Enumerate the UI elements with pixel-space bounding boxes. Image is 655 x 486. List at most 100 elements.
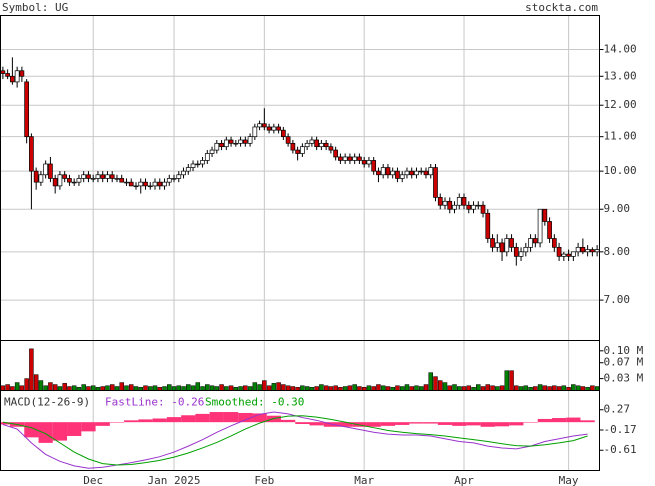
candle-body bbox=[204, 153, 210, 161]
candle-body bbox=[342, 156, 348, 161]
volume-bar bbox=[133, 386, 139, 391]
y-tick-label: -0.61 bbox=[604, 443, 637, 456]
candle-body bbox=[566, 253, 571, 257]
macd-histogram-bar bbox=[480, 422, 495, 427]
volume-bar bbox=[186, 384, 191, 391]
volume-bar bbox=[380, 385, 386, 391]
candle-body bbox=[456, 197, 462, 206]
volume-bar bbox=[171, 386, 177, 391]
candle-body bbox=[423, 170, 429, 176]
volume-bar bbox=[571, 384, 576, 391]
candle-body bbox=[285, 136, 291, 144]
macd-histogram-bar bbox=[452, 422, 467, 426]
candle-body bbox=[0, 70, 6, 74]
macd-histogram-bar bbox=[466, 422, 481, 426]
macd-histogram-bar bbox=[124, 420, 139, 423]
volume-bar bbox=[347, 385, 353, 391]
candle-body bbox=[266, 126, 272, 131]
volume-bar bbox=[209, 385, 215, 391]
volume-bar bbox=[181, 386, 186, 391]
macd-histogram-bar bbox=[537, 418, 552, 423]
y-tick-label: 11.00 bbox=[604, 130, 637, 143]
candle-body bbox=[309, 139, 315, 144]
volume-bar bbox=[176, 385, 182, 391]
candle-body bbox=[414, 170, 419, 176]
candle-body bbox=[471, 204, 476, 210]
candle-body bbox=[328, 146, 334, 151]
candle-body bbox=[238, 139, 243, 144]
volume-bar bbox=[266, 385, 272, 391]
y-tick-label: -0.17 bbox=[604, 423, 637, 436]
candle-body bbox=[452, 204, 457, 210]
candle-body bbox=[133, 185, 139, 188]
y-tick-label: 0.07 M bbox=[604, 356, 644, 369]
volume-bar bbox=[480, 386, 486, 391]
candle-body bbox=[100, 174, 106, 179]
candle-body bbox=[371, 160, 377, 172]
candle-body bbox=[119, 178, 125, 183]
candle-body bbox=[5, 73, 10, 77]
volume-bar bbox=[257, 384, 262, 391]
candle-body bbox=[561, 253, 567, 257]
candle-body bbox=[556, 246, 562, 257]
volume-bar bbox=[333, 385, 338, 391]
volume-bar bbox=[62, 383, 67, 391]
volume-bar bbox=[590, 385, 595, 391]
volume-bar bbox=[304, 386, 310, 391]
candle-body bbox=[390, 170, 396, 176]
candle-body bbox=[437, 197, 443, 206]
volume-bar bbox=[523, 385, 529, 391]
volume-bar bbox=[537, 384, 543, 391]
volume-bar bbox=[224, 386, 229, 391]
candle-body bbox=[43, 163, 49, 176]
volume-bar bbox=[219, 384, 224, 391]
candle-body bbox=[523, 246, 529, 253]
volume-bar bbox=[52, 384, 58, 391]
candle-body bbox=[380, 167, 386, 176]
macd-histogram-bar bbox=[380, 422, 396, 426]
candle-body bbox=[442, 200, 448, 206]
candle-body bbox=[128, 181, 134, 187]
volume-bar bbox=[399, 386, 405, 391]
candle-body bbox=[71, 181, 77, 184]
candle-body bbox=[466, 204, 472, 210]
candle-body bbox=[76, 178, 82, 183]
volume-bar bbox=[167, 384, 172, 391]
volume-bar bbox=[352, 384, 357, 391]
candle-body bbox=[485, 212, 491, 239]
macd-histogram-bar bbox=[38, 422, 53, 443]
volume-bar bbox=[238, 386, 243, 391]
legend-entry: Smoothed: -0.30 bbox=[205, 396, 304, 409]
volume-bar bbox=[247, 386, 253, 391]
volume-bar bbox=[0, 385, 6, 391]
volume-bar bbox=[433, 376, 438, 391]
candle-body bbox=[532, 238, 538, 244]
y-tick-label: 8.00 bbox=[604, 245, 631, 258]
volume-bar bbox=[466, 385, 472, 391]
macd-histogram-bar bbox=[409, 422, 424, 424]
volume-bar bbox=[552, 385, 557, 391]
macd-histogram-bar bbox=[138, 419, 153, 423]
volume-bar bbox=[200, 386, 205, 391]
macd-histogram-bar bbox=[238, 412, 253, 423]
candle-body bbox=[551, 238, 557, 248]
candle-body bbox=[571, 251, 576, 257]
volume-bar bbox=[290, 386, 296, 391]
candle-body bbox=[594, 249, 600, 253]
macd-histogram-bar bbox=[423, 422, 438, 424]
volume-bar bbox=[447, 385, 452, 391]
volume-bar bbox=[414, 385, 419, 391]
volume-bar bbox=[452, 384, 457, 391]
volume-bar bbox=[442, 382, 448, 391]
volume-bar bbox=[86, 386, 91, 391]
candle-body bbox=[219, 142, 224, 148]
candle-body bbox=[404, 170, 410, 176]
candle-body bbox=[261, 123, 267, 128]
volume-bar bbox=[404, 384, 410, 391]
volume-bar bbox=[143, 385, 148, 391]
macd-histogram-bar bbox=[551, 418, 567, 423]
candle-body bbox=[147, 185, 153, 188]
volume-bar bbox=[29, 348, 34, 391]
y-tick-label: 12.00 bbox=[604, 98, 637, 111]
candle-body bbox=[585, 249, 590, 253]
